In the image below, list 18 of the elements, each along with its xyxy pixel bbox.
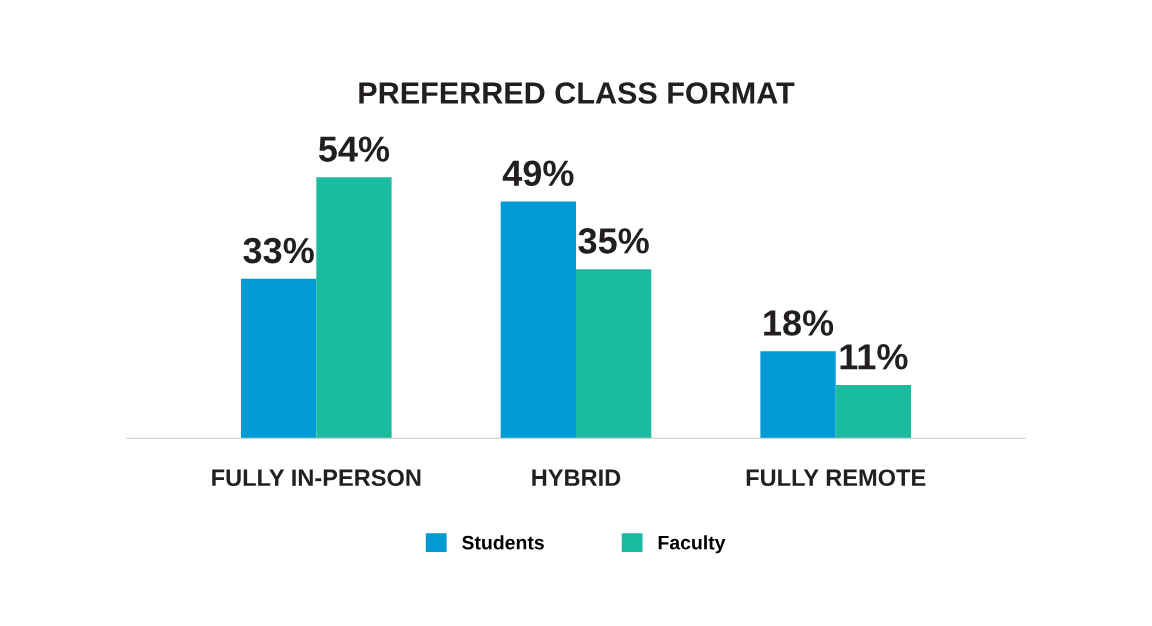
x-tick-label: FULLY REMOTE xyxy=(746,469,926,487)
data-label: 33% xyxy=(243,237,314,264)
chart-title: PREFERRED CLASS FORMAT xyxy=(359,82,795,104)
data-label: 49% xyxy=(502,160,574,187)
bar xyxy=(316,177,392,439)
bar xyxy=(760,351,836,439)
x-tick-label: FULLY IN-PERSON xyxy=(212,469,421,487)
legend-label: Students xyxy=(462,535,544,550)
data-label: 11% xyxy=(840,344,908,370)
bar xyxy=(576,269,652,439)
data-label: 35% xyxy=(578,228,649,254)
data-label: 18% xyxy=(764,310,834,336)
x-tick-label: HYBRID xyxy=(532,469,621,486)
legend-label: Faculty xyxy=(658,535,726,554)
bar xyxy=(835,385,912,439)
bar xyxy=(240,278,317,439)
bar xyxy=(500,201,576,439)
data-label: 54% xyxy=(318,136,390,162)
